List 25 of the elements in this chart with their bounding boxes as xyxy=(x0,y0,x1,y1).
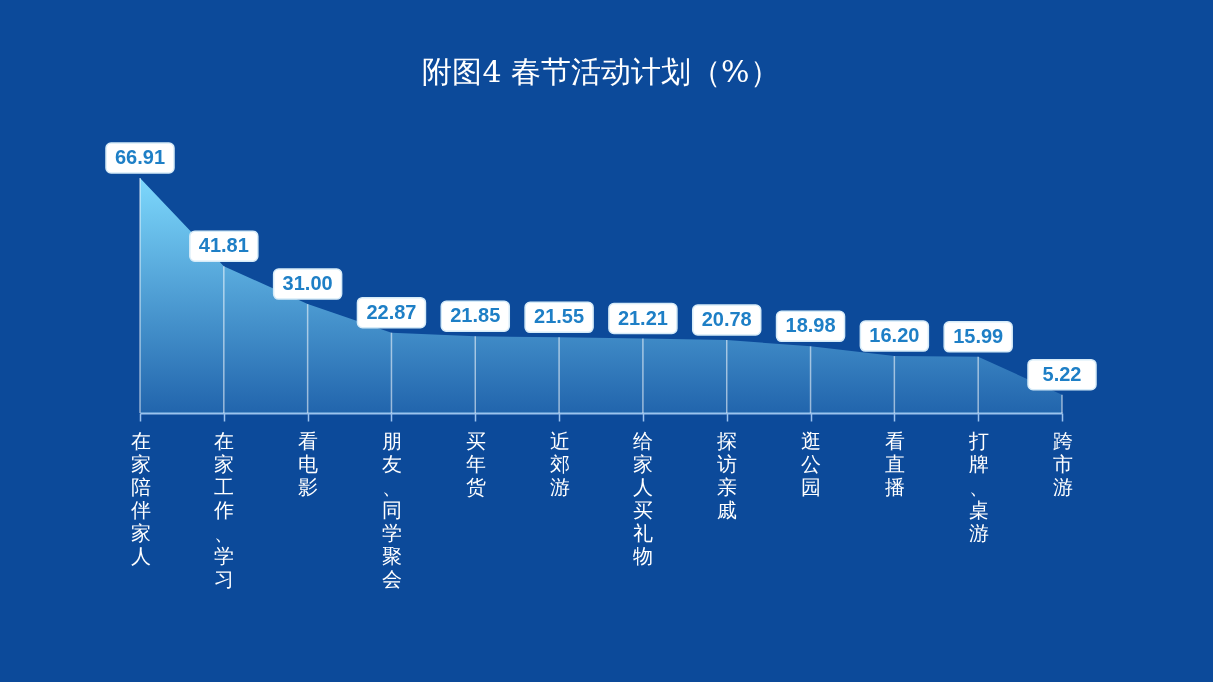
x-tick-label: 近郊游 xyxy=(549,428,570,499)
data-label: 31.00 xyxy=(282,272,333,295)
data-label: 66.91 xyxy=(114,146,166,168)
data-label: 16.20 xyxy=(869,324,920,347)
x-tick-label: 探访亲戚 xyxy=(717,428,738,522)
x-tick-label: 在家陪伴家人 xyxy=(130,428,151,568)
data-label: 15.99 xyxy=(953,324,1004,347)
data-label: 21.21 xyxy=(617,306,668,329)
data-label: 21.55 xyxy=(534,305,585,328)
x-tick-label: 在家工作、学习 xyxy=(213,428,235,591)
x-tick-label: 给家人买礼物 xyxy=(633,428,654,568)
x-tick-label: 看直播 xyxy=(884,428,905,499)
x-tick-label: 跨市游 xyxy=(1052,428,1073,499)
data-label: 5.22 xyxy=(1042,362,1082,385)
x-tick-label: 打牌、桌游 xyxy=(967,428,989,545)
x-tick-label: 买年货 xyxy=(465,428,486,499)
x-tick-label: 看电影 xyxy=(298,428,319,499)
x-tick-label: 逛公园 xyxy=(801,428,822,499)
data-label: 20.78 xyxy=(701,308,752,331)
data-label: 41.81 xyxy=(198,234,249,257)
data-label: 21.85 xyxy=(450,304,501,327)
chart-title: 附图4 春节活动计划（%） xyxy=(422,54,780,90)
data-label: 18.98 xyxy=(785,314,836,337)
data-label: 22.87 xyxy=(366,300,417,323)
x-tick-label: 朋友、同学聚会 xyxy=(381,428,402,591)
